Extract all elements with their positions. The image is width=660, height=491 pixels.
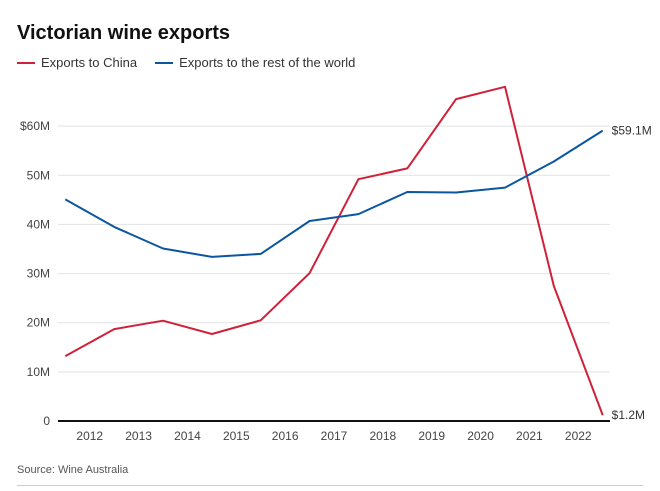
y-tick-label: $60M	[20, 119, 50, 133]
legend-label-rest-of-world: Exports to the rest of the world	[179, 55, 356, 70]
y-tick-label: 30M	[27, 267, 50, 281]
x-tick-label: 2014	[174, 429, 201, 443]
legend-label-china: Exports to China	[41, 55, 138, 70]
x-tick-label: 2020	[467, 429, 494, 443]
legend: Exports to China Exports to the rest of …	[17, 55, 355, 70]
y-tick-label: 10M	[27, 365, 50, 379]
series-line-rest-of-world	[64, 129, 604, 258]
x-tick-label: 2021	[516, 429, 543, 443]
legend-swatch-china	[17, 61, 35, 64]
x-tick-label: 2015	[223, 429, 250, 443]
x-tick-label: 2012	[76, 429, 103, 443]
y-tick-label: 20M	[27, 316, 50, 330]
x-tick-label: 2017	[321, 429, 348, 443]
y-tick-label: 0	[43, 414, 50, 428]
source-note: Source: Wine Australia	[17, 464, 129, 476]
end-label-china: $1.2M	[612, 408, 645, 422]
chart-title: Victorian wine exports	[17, 22, 231, 44]
x-tick-label: 2018	[369, 429, 396, 443]
x-tick-label: 2016	[272, 429, 299, 443]
footer-divider	[17, 485, 643, 486]
legend-item-rest-of-world: Exports to the rest of the world	[155, 55, 355, 70]
x-tick-label: 2022	[565, 429, 592, 443]
legend-item-china: Exports to China	[17, 55, 137, 70]
legend-swatch-rest-of-world	[155, 61, 174, 64]
series-line-china	[64, 85, 604, 416]
x-tick-label: 2019	[418, 429, 445, 443]
x-tick-label: 2013	[125, 429, 152, 443]
end-label-rest-of-world: $59.1M	[612, 124, 652, 138]
y-tick-label: 40M	[27, 217, 50, 231]
y-tick-label: 50M	[27, 168, 50, 182]
